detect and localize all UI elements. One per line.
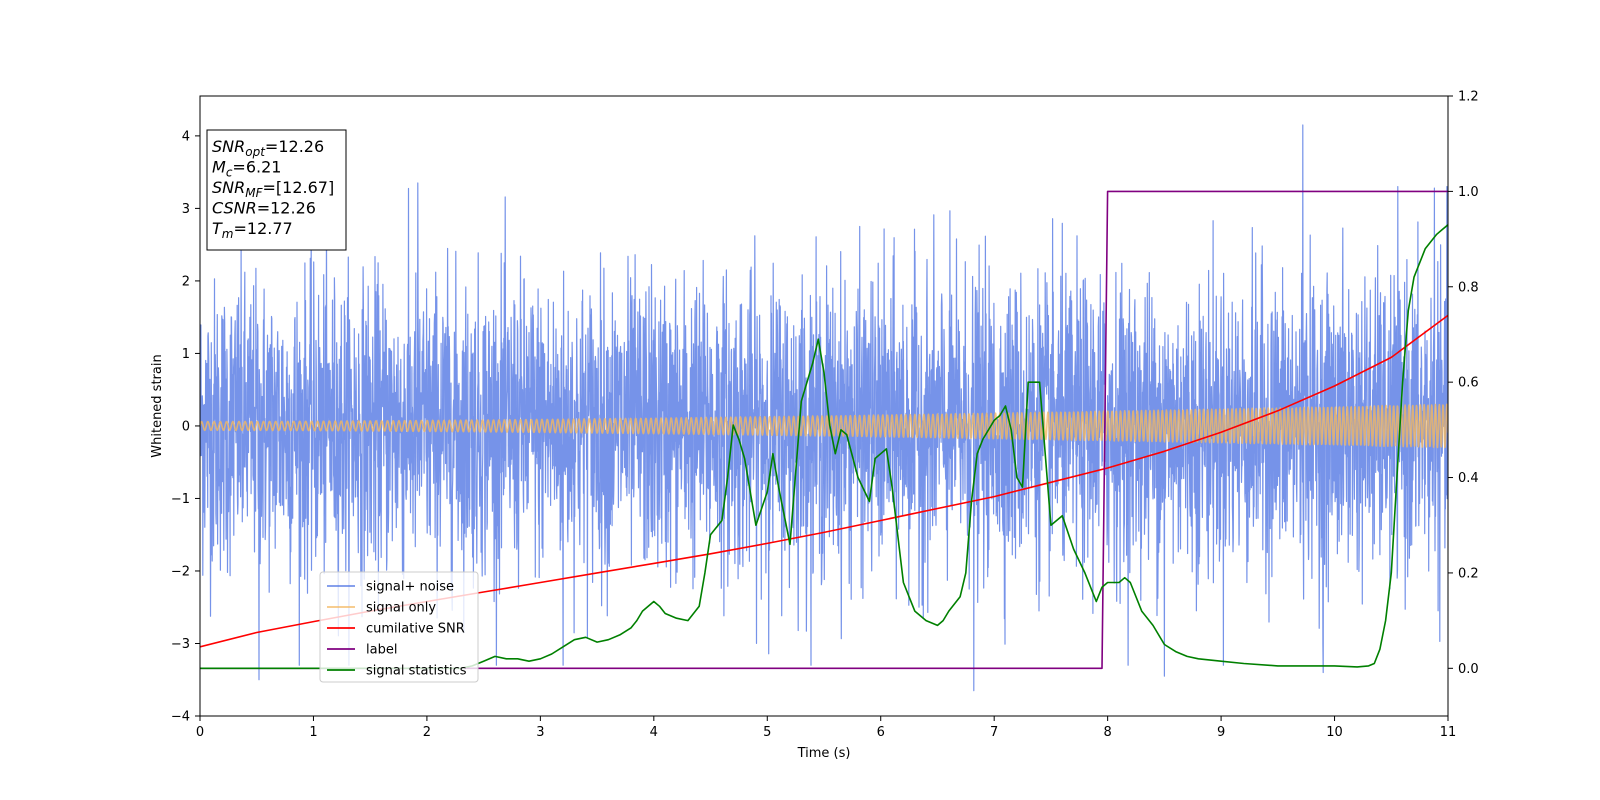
legend-label: signal statistics (366, 664, 467, 679)
x-tick-label: 9 (1217, 725, 1225, 740)
series-line-signal-statistics (200, 224, 1448, 670)
y2-tick-label: 1.0 (1458, 185, 1479, 200)
y-tick-label: 2 (182, 274, 190, 289)
x-axis-label: Time (s) (797, 746, 851, 761)
x-tick-label: 7 (990, 725, 998, 740)
y-tick-label: 1 (182, 347, 190, 362)
legend: signal+ noise signal only cumilative SNR la… (319, 571, 479, 683)
y2-axis: 0.0 0.2 0.4 0.6 0.8 1.0 1.2 (1448, 90, 1479, 677)
legend-item-signal-statistics: signal statistics (327, 664, 467, 679)
legend-item-label: label (327, 643, 397, 658)
y2-tick-label: 0.2 (1458, 566, 1479, 581)
info-line: CSNR=12.26 (212, 199, 316, 218)
legend-item-signal-only: signal only (327, 601, 436, 616)
x-tick-label: 8 (1103, 725, 1111, 740)
x-tick-label: 5 (763, 725, 771, 740)
x-tick-label: 2 (423, 725, 431, 740)
x-axis: 0 1 2 3 4 5 6 7 8 9 10 11 (196, 716, 1456, 740)
plot-frame (199, 95, 1449, 717)
y-axis: −4 −3 −2 −1 0 1 2 3 4 (171, 129, 200, 725)
x-tick-label: 10 (1326, 725, 1343, 740)
series-line-signal-only (200, 403, 1448, 449)
y2-tick-label: 0.8 (1458, 280, 1479, 295)
info-line: Tm=12.77 (212, 219, 293, 241)
x-tick-label: 3 (536, 725, 544, 740)
legend-frame (319, 571, 479, 683)
legend-item-cumilative-snr: cumilative SNR (327, 622, 465, 637)
y2-tick-label: 0.0 (1458, 662, 1479, 677)
y-tick-label: 0 (182, 419, 190, 434)
y-tick-label: −4 (171, 710, 190, 725)
legend-entries: signal+ noise signal only cumilative SNR la… (327, 580, 467, 679)
info-line: SNRopt=12.26 (212, 137, 324, 159)
y-tick-label: −1 (171, 492, 190, 507)
legend-label: signal only (366, 601, 436, 616)
series-line-label (200, 190, 1448, 670)
y-axis-label: Whitened strain (150, 354, 165, 457)
y-tick-label: 4 (182, 129, 190, 144)
y2-tick-label: 1.2 (1458, 90, 1479, 105)
y-tick-label: 3 (182, 202, 190, 217)
y-tick-label: −2 (171, 564, 190, 579)
legend-item-signal-noise: signal+ noise (327, 580, 454, 595)
x-tick-label: 0 (196, 725, 204, 740)
legend-label: signal+ noise (366, 580, 454, 595)
x-tick-label: 11 (1440, 725, 1457, 740)
x-tick-label: 4 (650, 725, 658, 740)
info-box-frame (206, 129, 347, 251)
info-lines: SNRopt=12.26Mc=6.21SNRMF=[12.67]CSNR=12.… (212, 137, 334, 241)
info-box: SNRopt=12.26Mc=6.21SNRMF=[12.67]CSNR=12.… (206, 129, 347, 251)
info-line: SNRMF=[12.67] (212, 178, 334, 200)
x-tick-label: 6 (877, 725, 885, 740)
y2-tick-label: 0.6 (1458, 376, 1479, 391)
legend-label: label (366, 643, 397, 658)
y2-tick-label: 0.4 (1458, 471, 1479, 486)
legend-label: cumilative SNR (366, 622, 465, 637)
y-tick-label: −3 (171, 637, 190, 652)
x-tick-label: 1 (309, 725, 317, 740)
info-line: Mc=6.21 (212, 158, 281, 180)
